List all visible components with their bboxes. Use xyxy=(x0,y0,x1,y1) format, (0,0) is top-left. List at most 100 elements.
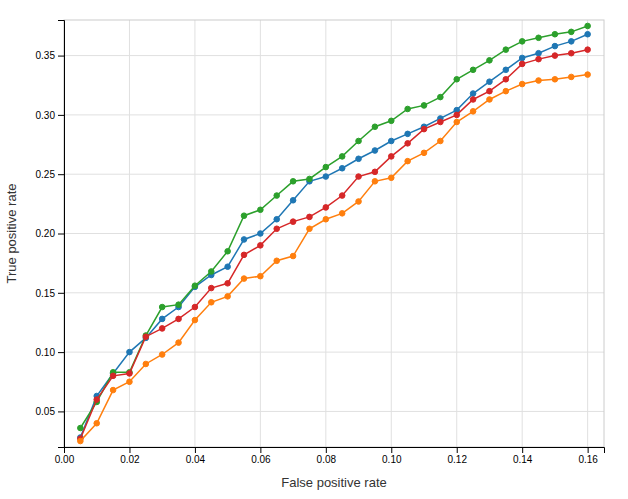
point xyxy=(552,43,558,49)
point xyxy=(339,211,345,217)
point xyxy=(470,109,476,115)
point xyxy=(356,174,362,180)
x-tick: 0.16 xyxy=(578,447,598,465)
point xyxy=(274,226,280,232)
y-grid-line xyxy=(64,114,604,115)
x-tick: 0.02 xyxy=(120,447,140,465)
y-tick-label: 0.20 xyxy=(36,228,56,239)
x-axis-title: False positive rate xyxy=(281,475,387,490)
y-tick: 0.20 xyxy=(36,228,64,239)
x-tick-label: 0.12 xyxy=(447,454,467,465)
point xyxy=(127,349,133,355)
point xyxy=(585,47,591,53)
x-tick: 0.10 xyxy=(382,447,402,465)
grid xyxy=(64,20,604,447)
point xyxy=(176,316,182,322)
point xyxy=(503,47,509,53)
point xyxy=(356,138,362,144)
point xyxy=(290,253,296,259)
point xyxy=(405,158,411,164)
x-tick-label: 0.06 xyxy=(251,454,271,465)
point xyxy=(208,285,214,291)
point xyxy=(438,94,444,100)
point xyxy=(127,371,133,377)
point xyxy=(568,39,574,45)
point xyxy=(307,214,313,220)
point xyxy=(159,352,165,358)
point xyxy=(487,58,493,64)
y-grid-line xyxy=(64,174,604,175)
y-axis-line xyxy=(58,21,65,448)
line xyxy=(80,75,587,442)
point xyxy=(454,77,460,83)
y-tick-label: 0.15 xyxy=(36,288,56,299)
y-tick: 0.25 xyxy=(36,169,64,180)
line xyxy=(80,50,587,439)
y-tick-mark xyxy=(58,293,64,294)
point xyxy=(568,50,574,56)
point xyxy=(568,29,574,35)
point xyxy=(438,119,444,125)
point xyxy=(388,154,394,160)
point xyxy=(143,334,149,340)
point xyxy=(470,67,476,73)
point xyxy=(585,72,591,78)
plot-area: 0.00 0.02 0.04 0.06 0.08 0.10 0.12 0.14 0.16 0.05… xyxy=(36,20,605,465)
point xyxy=(274,258,280,264)
x-tick: 0.00 xyxy=(55,447,75,465)
point xyxy=(487,79,493,85)
x-tick-label: 0.04 xyxy=(186,454,206,465)
point xyxy=(470,91,476,97)
point xyxy=(519,39,525,45)
point xyxy=(503,67,509,73)
point xyxy=(388,118,394,124)
point xyxy=(274,216,280,222)
plot-frame xyxy=(64,20,604,447)
point xyxy=(372,148,378,154)
x-tick-mark xyxy=(522,447,523,453)
y-tick-mark xyxy=(58,411,64,412)
point xyxy=(78,425,84,431)
x-tick-mark xyxy=(391,447,392,453)
point xyxy=(405,141,411,147)
point xyxy=(290,197,296,203)
point xyxy=(208,269,214,275)
point xyxy=(159,326,165,332)
point xyxy=(208,299,214,305)
point xyxy=(225,281,231,287)
point xyxy=(421,150,427,156)
point xyxy=(339,193,345,199)
point xyxy=(568,74,574,80)
point xyxy=(585,23,591,29)
point xyxy=(454,112,460,118)
x-tick-mark xyxy=(457,447,458,453)
point xyxy=(323,216,329,222)
point xyxy=(225,264,231,270)
line xyxy=(80,26,587,428)
y-tick-mark xyxy=(58,56,64,57)
point xyxy=(323,164,329,170)
point xyxy=(536,78,542,84)
point xyxy=(323,174,329,180)
point xyxy=(585,31,591,37)
point xyxy=(258,243,264,249)
x-tick-label: 0.02 xyxy=(120,454,140,465)
y-tick-label: 0.30 xyxy=(36,110,56,121)
point xyxy=(307,226,313,232)
y-tick: 0.05 xyxy=(36,406,64,417)
x-tick-mark xyxy=(326,447,327,453)
point xyxy=(405,131,411,137)
y-tick-mark xyxy=(58,174,64,175)
x-tick: 0.14 xyxy=(513,447,533,465)
x-tick: 0.06 xyxy=(251,447,271,465)
point xyxy=(258,273,264,279)
x-tick-mark xyxy=(129,447,130,453)
point xyxy=(225,294,231,300)
point xyxy=(192,304,198,310)
point xyxy=(536,56,542,62)
x-tick-label: 0.08 xyxy=(317,454,337,465)
y-axis-title: True positive rate xyxy=(4,184,19,284)
point xyxy=(258,231,264,237)
point xyxy=(536,50,542,56)
chart: 0.00 0.02 0.04 0.06 0.08 0.10 0.12 0.14 0.16 0.05… xyxy=(0,0,628,499)
